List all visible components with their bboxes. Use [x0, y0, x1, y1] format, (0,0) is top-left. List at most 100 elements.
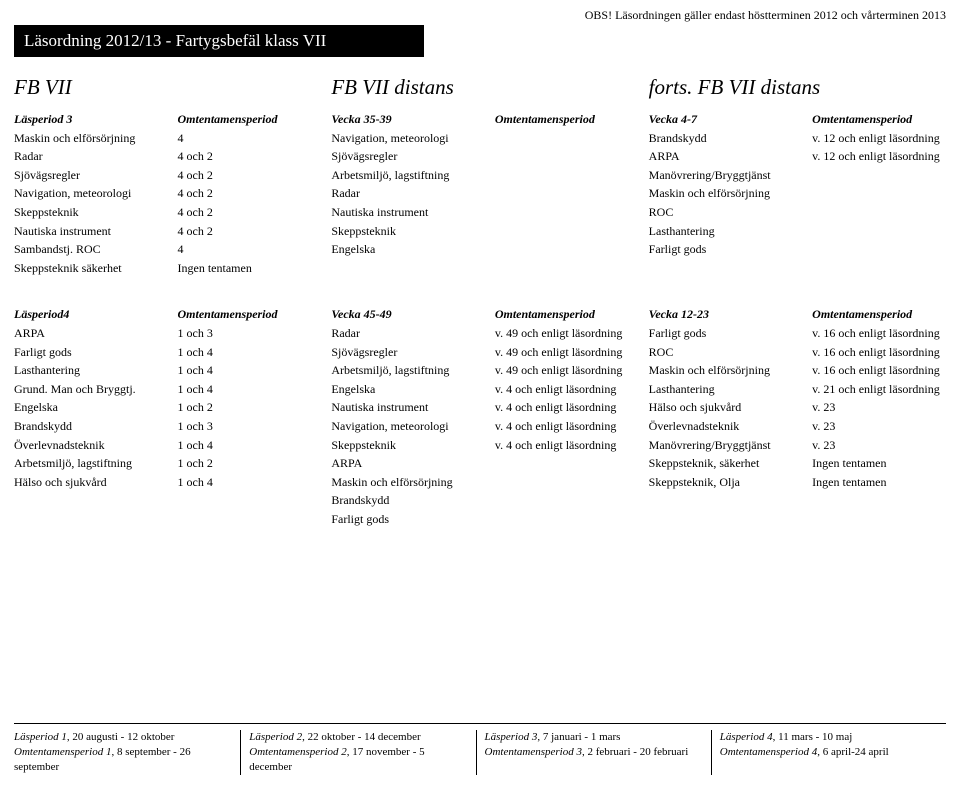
cell-subject: Lasthantering	[649, 222, 813, 241]
table-row: Manövrering/Bryggtjänstv. 23	[649, 436, 946, 455]
cell-period: v. 16 och enligt läsordning	[812, 343, 946, 362]
cell-subject: Arbetsmiljö, lagstiftning	[331, 166, 495, 185]
cell-subject: Hälso och sjukvård	[649, 398, 813, 417]
table-row: Navigation, meteorologi4 och 2	[14, 184, 311, 203]
heading-col2: FB VII distans	[331, 75, 628, 100]
table-row: Skeppsteknikv. 4 och enligt läsordning	[331, 436, 628, 455]
cell-subject: Arbetsmiljö, lagstiftning	[331, 361, 495, 380]
t1-h2: Omtentamensperiod	[178, 110, 312, 129]
cell-period: v. 49 och enligt läsordning	[495, 361, 629, 380]
t5-h1: Vecka 45-49	[331, 305, 495, 324]
column-forts: forts. FB VII distans Vecka 4-7Omtentame…	[649, 75, 946, 277]
table-row: Engelska	[331, 240, 628, 259]
cell-period: v. 23	[812, 417, 946, 436]
table-row: Nautiska instrument	[331, 203, 628, 222]
cell-period: 1 och 2	[178, 398, 312, 417]
cell-subject: Engelska	[14, 398, 178, 417]
cell-subject: Sjövägsregler	[331, 343, 495, 362]
table-row: Radar4 och 2	[14, 147, 311, 166]
cell-subject: Farligt gods	[14, 343, 178, 362]
cell-period: 4	[178, 129, 312, 148]
cell-period	[812, 240, 946, 259]
column-vecka12: Vecka 12-23Omtentamensperiod Farligt god…	[649, 305, 946, 528]
table-vecka35: Vecka 35-39Omtentamensperiod Navigation,…	[331, 110, 628, 259]
cell-period: v. 4 och enligt läsordning	[495, 436, 629, 455]
table-row: Nautiska instrumentv. 4 och enligt läsor…	[331, 398, 628, 417]
table-row: Sambandstj. ROC4	[14, 240, 311, 259]
page-title: Läsordning 2012/13 - Fartygsbefäl klass …	[14, 25, 424, 57]
table-row: ARPA1 och 3	[14, 324, 311, 343]
cell-subject: ARPA	[14, 324, 178, 343]
table-row: Sjövägsregler	[331, 147, 628, 166]
cell-subject: Navigation, meteorologi	[14, 184, 178, 203]
cell-subject: ARPA	[331, 454, 495, 473]
cell-subject: Manövrering/Bryggtjänst	[649, 436, 813, 455]
cell-period	[495, 454, 629, 473]
cell-period: 1 och 4	[178, 380, 312, 399]
cell-subject: ROC	[649, 343, 813, 362]
cell-period	[495, 184, 629, 203]
table-row: ARPAv. 12 och enligt läsordning	[649, 147, 946, 166]
cell-subject: Hälso och sjukvård	[14, 473, 178, 492]
table-row: Lasthantering	[649, 222, 946, 241]
table-row: Arbetsmiljö, lagstiftning	[331, 166, 628, 185]
f4a: Läsperiod 4	[720, 731, 773, 743]
cell-subject: Skeppsteknik	[331, 436, 495, 455]
table-row: Radarv. 49 och enligt läsordning	[331, 324, 628, 343]
cell-subject: Brandskydd	[649, 129, 813, 148]
cell-subject: Överlevnadsteknik	[14, 436, 178, 455]
cell-subject: Skeppsteknik	[331, 222, 495, 241]
cell-subject: Engelska	[331, 240, 495, 259]
f2b: , 22 oktober - 14 december	[302, 731, 421, 743]
t6-h2: Omtentamensperiod	[812, 305, 946, 324]
cell-period: 1 och 4	[178, 473, 312, 492]
table-row: Brandskydd1 och 3	[14, 417, 311, 436]
table-row: ARPA	[331, 454, 628, 473]
table-row: Farligt godsv. 16 och enligt läsordning	[649, 324, 946, 343]
footer: Läsperiod 1, 20 augusti - 12 oktober Omt…	[14, 723, 946, 775]
table-row: Arbetsmiljö, lagstiftningv. 49 och enlig…	[331, 361, 628, 380]
cell-period: 4	[178, 240, 312, 259]
table-row: Lasthantering1 och 4	[14, 361, 311, 380]
cell-period: v. 4 och enligt läsordning	[495, 380, 629, 399]
upper-columns: FB VII Läsperiod 3Omtentamensperiod Mask…	[14, 75, 946, 277]
f1a: Läsperiod 1	[14, 731, 67, 743]
table-lasperiod4: Läsperiod4Omtentamensperiod ARPA1 och 3F…	[14, 305, 311, 491]
obs-note: OBS! Läsordningen gäller endast höstterm…	[14, 8, 946, 23]
cell-period: v. 4 och enligt läsordning	[495, 398, 629, 417]
cell-period	[495, 473, 629, 492]
f1b: , 20 augusti - 12 oktober	[67, 731, 175, 743]
footer-col-4: Läsperiod 4, 11 mars - 10 maj Omtentamen…	[712, 730, 946, 775]
cell-period: Ingen tentamen	[812, 473, 946, 492]
f2a: Läsperiod 2	[249, 731, 302, 743]
cell-period	[812, 222, 946, 241]
table-row: Skeppsteknik säkerhetIngen tentamen	[14, 259, 311, 278]
cell-period: v. 49 och enligt läsordning	[495, 343, 629, 362]
cell-period: v. 16 och enligt läsordning	[812, 361, 946, 380]
column-fbvii: FB VII Läsperiod 3Omtentamensperiod Mask…	[14, 75, 311, 277]
cell-subject: Farligt gods	[331, 510, 495, 529]
cell-subject: Navigation, meteorologi	[331, 129, 495, 148]
cell-period: Ingen tentamen	[178, 259, 312, 278]
cell-subject: Radar	[331, 184, 495, 203]
cell-period: v. 4 och enligt läsordning	[495, 417, 629, 436]
t6-h1: Vecka 12-23	[649, 305, 813, 324]
table-row: Brandskyddv. 12 och enligt läsordning	[649, 129, 946, 148]
cell-subject: Nautiska instrument	[14, 222, 178, 241]
cell-period: 4 och 2	[178, 166, 312, 185]
cell-subject: Skeppsteknik	[14, 203, 178, 222]
cell-subject: Sjövägsregler	[331, 147, 495, 166]
cell-period: v. 16 och enligt läsordning	[812, 324, 946, 343]
f3b: , 7 januari - 1 mars	[537, 731, 620, 743]
heading-col3: forts. FB VII distans	[649, 75, 946, 100]
table-row: Engelska1 och 2	[14, 398, 311, 417]
table-row: Nautiska instrument4 och 2	[14, 222, 311, 241]
cell-period: 1 och 3	[178, 417, 312, 436]
lower-columns: Läsperiod4Omtentamensperiod ARPA1 och 3F…	[14, 305, 946, 528]
table-row: Maskin och elförsörjning	[331, 473, 628, 492]
f3d: , 2 februari - 20 februari	[582, 746, 688, 758]
f1c: Omtentamensperiod 1	[14, 746, 111, 758]
footer-col-1: Läsperiod 1, 20 augusti - 12 oktober Omt…	[14, 730, 241, 775]
cell-subject: Sjövägsregler	[14, 166, 178, 185]
cell-subject: Maskin och elförsörjning	[649, 184, 813, 203]
